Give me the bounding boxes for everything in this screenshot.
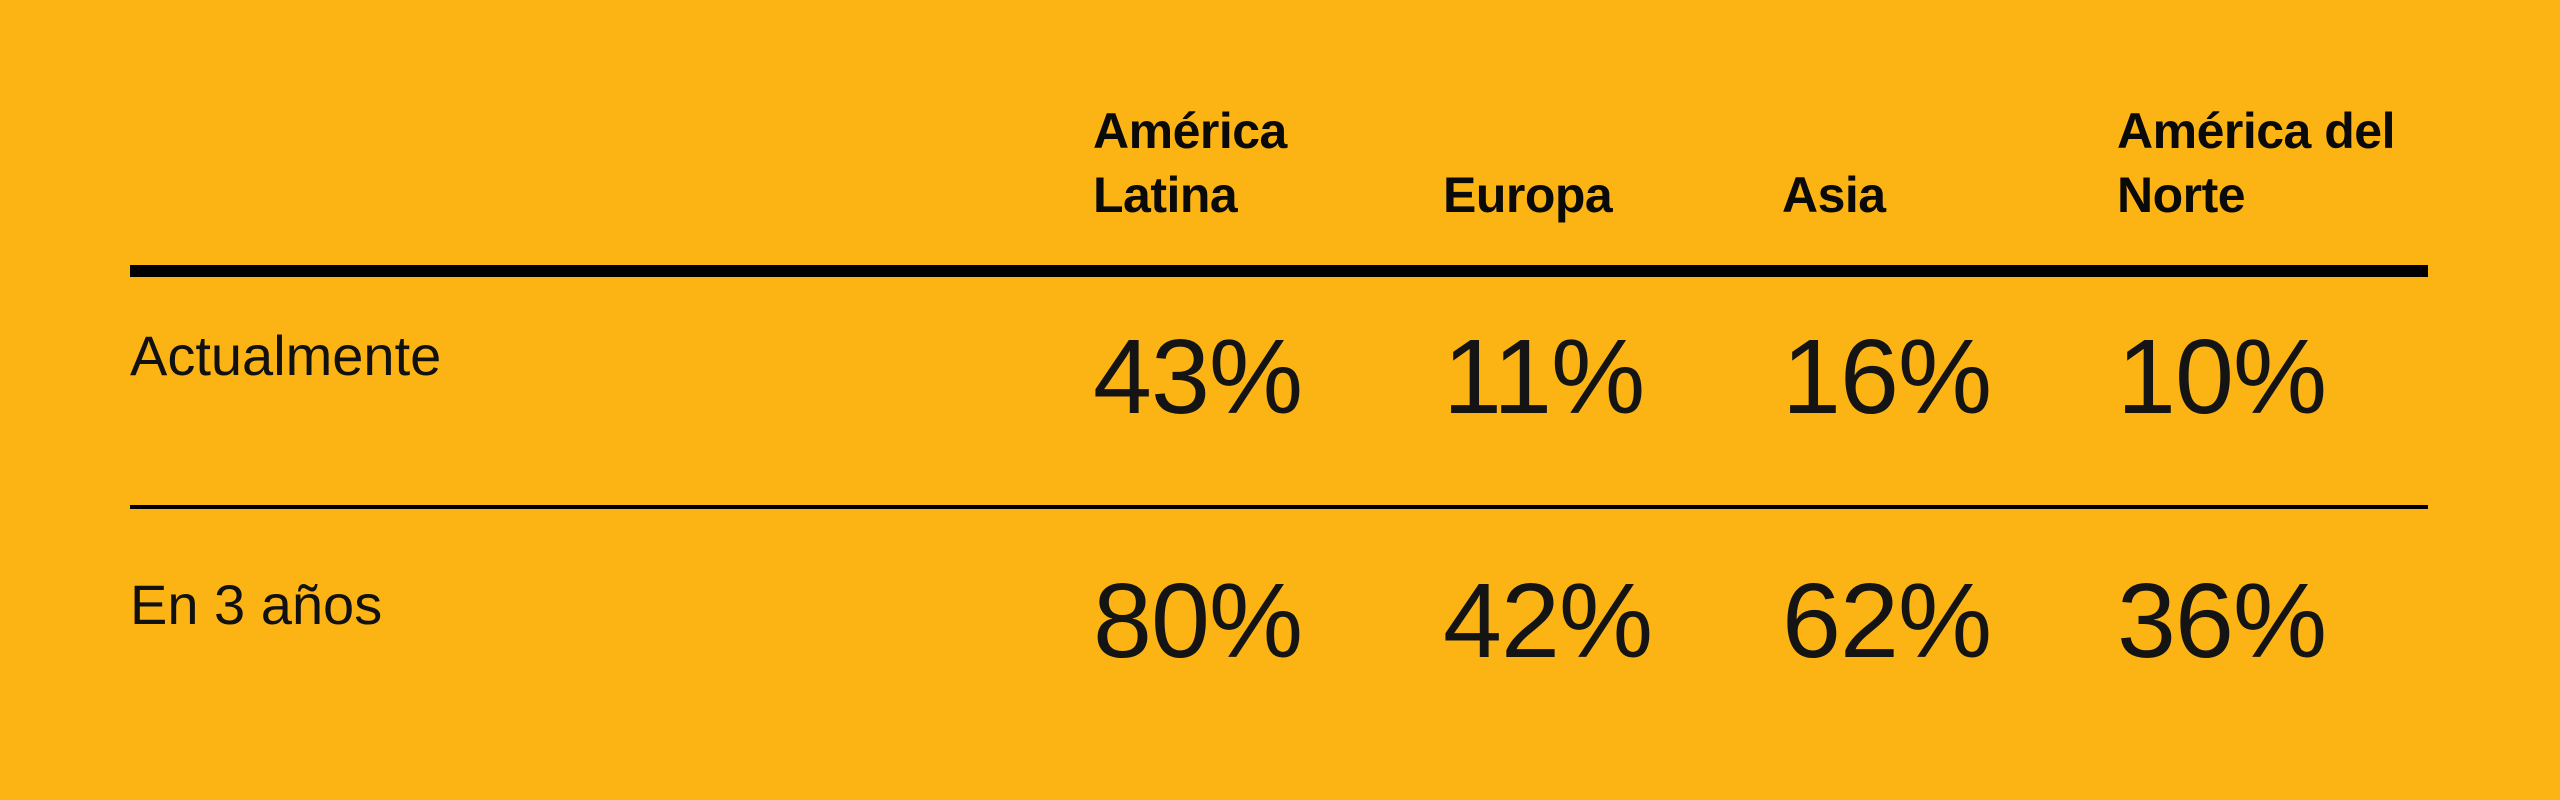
column-header-america-latina: América Latina xyxy=(1093,103,1287,223)
row-label-column-spacer xyxy=(130,227,415,265)
table-row-actualmente: Actualmente 43% 11% 16% 10% xyxy=(130,277,2428,505)
row-label-en-3-anos: En 3 años xyxy=(130,573,383,636)
table-header-row: América Latina Europa Asia América del N… xyxy=(130,0,2428,265)
column-header-asia: Asia xyxy=(1782,167,1886,223)
value-en-3-anos-europa: 42% xyxy=(1443,562,1653,680)
column-header-america-del-norte: América del Norte xyxy=(2117,103,2395,223)
row-divider-rule xyxy=(130,505,2428,509)
value-actualmente-asia: 16% xyxy=(1782,318,1992,436)
table-row-en-3-anos: En 3 años 80% 42% 62% 36% xyxy=(130,509,2428,737)
value-en-3-anos-america-del-norte: 36% xyxy=(2117,562,2327,680)
value-actualmente-america-del-norte: 10% xyxy=(2117,318,2327,436)
row-label-actualmente: Actualmente xyxy=(130,324,442,387)
value-en-3-anos-asia: 62% xyxy=(1782,562,1992,680)
header-divider-rule xyxy=(130,265,2428,277)
value-actualmente-america-latina: 43% xyxy=(1093,318,1303,436)
regions-table: América Latina Europa Asia América del N… xyxy=(130,0,2428,737)
value-actualmente-europa: 11% xyxy=(1443,318,1645,436)
column-header-europa: Europa xyxy=(1443,167,1613,223)
value-en-3-anos-america-latina: 80% xyxy=(1093,562,1303,680)
